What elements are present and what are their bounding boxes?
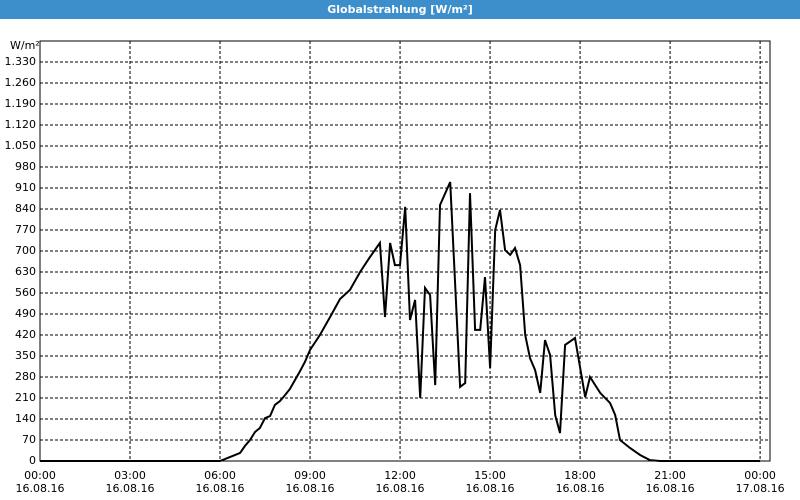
x-tick-label: 18:00 16.08.16 — [555, 469, 605, 495]
y-tick-label: 700 — [15, 244, 36, 257]
y-axis-label: W/m² — [10, 39, 40, 52]
y-tick-label: 350 — [15, 349, 36, 362]
y-tick-label: 0 — [29, 454, 36, 467]
y-tick-label: 770 — [15, 223, 36, 236]
x-tick-label: 00:00 16.08.16 — [15, 469, 65, 495]
y-tick-label: 910 — [15, 181, 36, 194]
y-tick-label: 1.120 — [5, 118, 37, 131]
x-tick-label: 12:00 16.08.16 — [375, 469, 425, 495]
y-tick-label: 1.330 — [5, 55, 37, 68]
y-tick-label: 490 — [15, 307, 36, 320]
y-tick-label: 420 — [15, 328, 36, 341]
plot-frame — [39, 40, 771, 462]
x-tick-label: 03:00 16.08.16 — [105, 469, 155, 495]
y-tick-label: 140 — [15, 412, 36, 425]
y-tick-label: 1.260 — [5, 76, 37, 89]
y-tick-label: 1.050 — [5, 139, 37, 152]
x-tick-label: 06:00 16.08.16 — [195, 469, 245, 495]
y-tick-label: 560 — [15, 286, 36, 299]
y-tick-label: 70 — [22, 433, 36, 446]
x-tick-label: 21:00 16.08.16 — [645, 469, 695, 495]
x-tick-label: 15:00 16.08.16 — [465, 469, 515, 495]
y-tick-label: 210 — [15, 391, 36, 404]
data-line — [40, 181, 761, 462]
y-tick-label: 1.190 — [5, 97, 37, 110]
y-tick-label: 280 — [15, 370, 36, 383]
y-tick-label: 980 — [15, 160, 36, 173]
y-tick-label: 840 — [15, 202, 36, 215]
y-tick-label: 630 — [15, 265, 36, 278]
x-tick-label: 00:00 17.08.16 — [735, 469, 785, 495]
x-tick-label: 09:00 16.08.16 — [285, 469, 335, 495]
chart-title: Globalstrahlung [W/m²] — [0, 0, 800, 19]
